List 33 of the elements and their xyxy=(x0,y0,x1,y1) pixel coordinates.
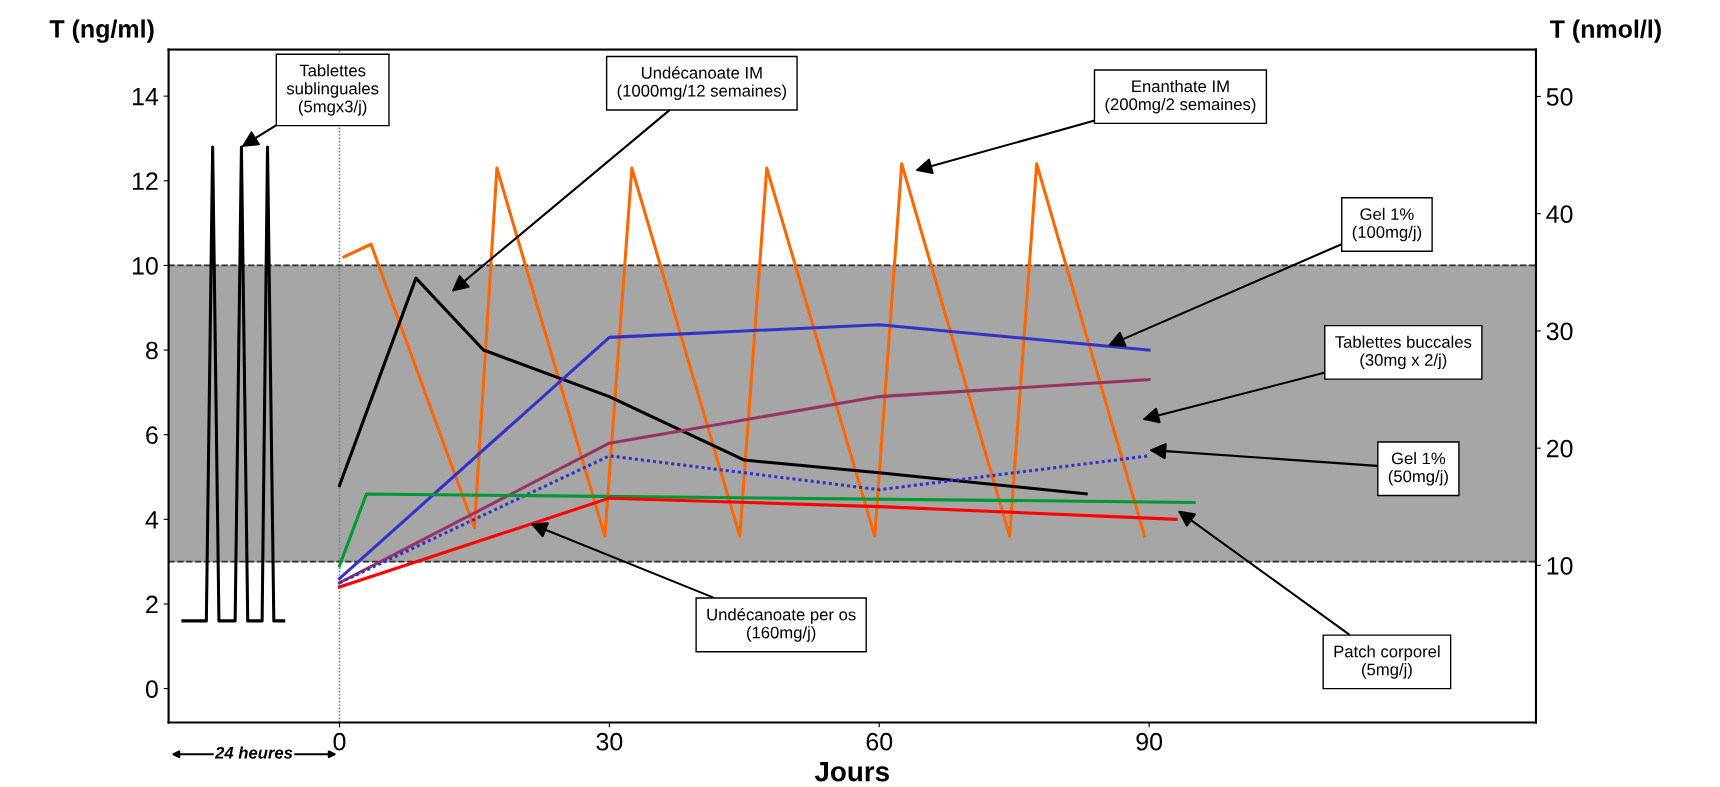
y-tick-label: 4 xyxy=(145,511,159,529)
y2-tick-label: 10 xyxy=(1547,556,1573,575)
y-tick-label: 14 xyxy=(132,87,159,106)
x-tick-label: 0 xyxy=(333,732,346,751)
annotation: Enanthate IM (200mg/2 semaines) xyxy=(1105,79,1256,114)
y-tick-label: 12 xyxy=(132,172,158,190)
y-axis-title: T (ng/ml) xyxy=(49,19,154,43)
line-series xyxy=(337,323,1151,581)
line-series xyxy=(337,276,1088,496)
y-tick-label: 2 xyxy=(146,595,158,614)
line-series xyxy=(342,162,1147,538)
y2-tick-label: 20 xyxy=(1546,439,1573,458)
annotation: Patch corporel (5mg/j) xyxy=(1334,645,1440,679)
y-tick-label: 8 xyxy=(146,341,158,360)
annotation: Gel 1% (100mg/j) xyxy=(1352,207,1422,242)
y2-axis-title: T (nmol/l) xyxy=(1549,19,1661,43)
x-tick-label: 30 xyxy=(596,732,623,751)
annotation: Tablettes buccales (30mg x 2/j) xyxy=(1335,335,1472,370)
x-tick-label: 60 xyxy=(866,732,893,751)
y2-tick-label: 50 xyxy=(1546,88,1573,106)
y-tick-label: 10 xyxy=(132,257,158,275)
y2-tick-label: 40 xyxy=(1546,205,1573,223)
y-tick-label: 0 xyxy=(145,680,158,698)
x-tick-label: 90 xyxy=(1136,732,1163,751)
annotation: Gel 1% (50mg/j) xyxy=(1388,452,1448,486)
annotation: Tablettes sublinguales (5mgx3/j) xyxy=(286,64,379,116)
y-tick-label: 6 xyxy=(146,426,158,444)
annotation: Undécanoate per os (160mg/j) xyxy=(707,608,856,642)
annotation: Undécanoate IM (1000mg/12 semaines) xyxy=(617,66,787,100)
text: 24 heures xyxy=(214,746,293,759)
x-axis-title: Jours xyxy=(814,762,889,782)
line-series xyxy=(337,378,1151,585)
y2-tick-label: 30 xyxy=(1546,322,1573,341)
